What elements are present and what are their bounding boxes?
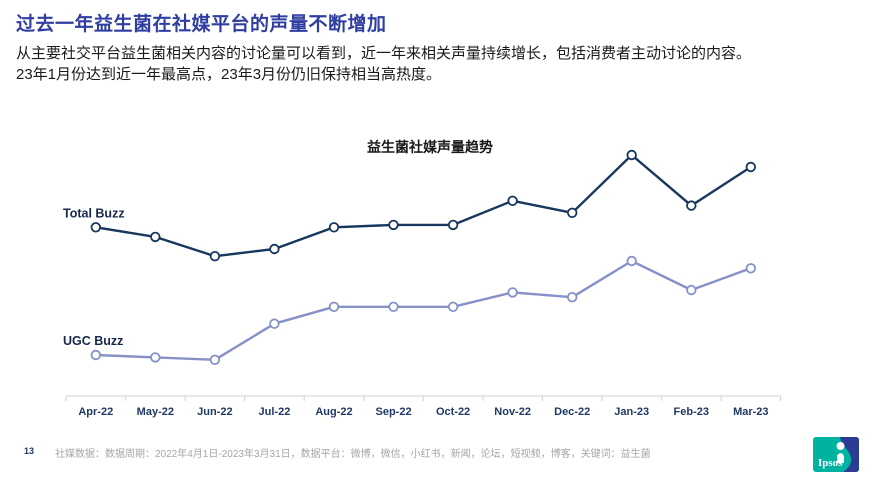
- ugc-buzz-point: [686, 284, 697, 296]
- x-axis-label: May-22: [137, 406, 174, 418]
- ipsos-logo: Ipsos: [813, 437, 859, 472]
- logo-wordmark: Ipsos: [818, 457, 843, 469]
- x-axis-label: Aug-22: [315, 406, 352, 418]
- page-number: 13: [24, 446, 35, 456]
- ugc-buzz-point: [328, 301, 340, 313]
- body-text: 从主要社交平台益生菌相关内容的讨论量可以看到，近一年来相关声量持续增长，包括消费…: [16, 43, 861, 85]
- ugc-buzz-line: [94, 259, 752, 362]
- total-buzz-point: [90, 222, 102, 233]
- logo-head-icon: [836, 442, 845, 450]
- logo-profile-shape: [840, 437, 859, 472]
- buzz-trend-chart-svg: 益生菌社媒声量趋势 Total Buzz UGC Buzz Apr-22 May-2…: [63, 139, 782, 418]
- total-buzz-point: [328, 222, 340, 233]
- x-axis-label: Jan-23: [614, 406, 649, 418]
- ugc-buzz-point: [150, 352, 161, 363]
- ugc-buzz-point: [447, 301, 459, 313]
- total-buzz-point: [269, 243, 280, 255]
- x-axis-label: Jun-22: [197, 406, 232, 418]
- logo-body-icon: [837, 453, 844, 463]
- x-axis-label: Sep-22: [375, 406, 411, 418]
- ugc-buzz-point: [745, 263, 757, 274]
- total-buzz-point: [686, 200, 697, 211]
- total-buzz-label: Total Buzz: [63, 206, 125, 220]
- source-note: 社媒数据：数据周期：2022年4月1日-2023年3月31日，数据平台：微博，微…: [55, 449, 651, 460]
- ugc-buzz-point: [507, 287, 518, 298]
- chart-title: 益生菌社媒声量趋势: [367, 139, 493, 155]
- total-buzz-point: [745, 161, 757, 173]
- total-buzz-point: [447, 219, 459, 231]
- ugc-buzz-label: UGC Buzz: [63, 334, 123, 348]
- x-axis-label: Jul-22: [259, 406, 291, 418]
- buzz-trend-chart: 益生菌社媒声量趋势 Total Buzz UGC Buzz Apr-22 May-2…: [30, 125, 830, 425]
- body-text-line1: 从主要社交平台益生菌相关内容的讨论量可以看到，近一年来相关声量持续增长，包括消费…: [16, 45, 752, 62]
- ugc-buzz-point: [90, 349, 102, 361]
- x-axis: [65, 395, 782, 401]
- total-buzz-line: [94, 153, 752, 258]
- body-text-line2: 23年1月份达到近一年最高点，23年3月份仍旧保持相当高热度。: [16, 66, 442, 83]
- x-axis-label: Oct-22: [436, 406, 470, 418]
- x-axis-label: Nov-22: [494, 406, 531, 418]
- total-buzz-point: [209, 250, 221, 262]
- x-axis-label: Dec-22: [554, 406, 590, 418]
- total-buzz-point: [626, 149, 637, 161]
- total-buzz-point: [567, 207, 578, 219]
- ugc-buzz-point: [567, 291, 578, 303]
- ugc-buzz-point: [269, 318, 280, 329]
- total-buzz-point: [388, 219, 399, 231]
- ugc-buzz-point: [209, 354, 221, 366]
- series-layer: Total Buzz UGC Buzz: [63, 149, 757, 366]
- x-axis-labels: Apr-22 May-22 Jun-22 Jul-22 Aug-22 Sep-22 Oct-…: [78, 406, 768, 418]
- ugc-buzz-point: [626, 255, 637, 267]
- x-axis-label: Feb-23: [674, 406, 709, 418]
- x-axis-label: Mar-23: [733, 406, 768, 418]
- ugc-buzz-point: [388, 301, 399, 313]
- page-title: 过去一年益生菌在社媒平台的声量不断增加: [16, 14, 387, 35]
- total-buzz-point: [150, 231, 161, 243]
- x-axis-label: Apr-22: [78, 406, 113, 418]
- total-buzz-point: [507, 195, 518, 207]
